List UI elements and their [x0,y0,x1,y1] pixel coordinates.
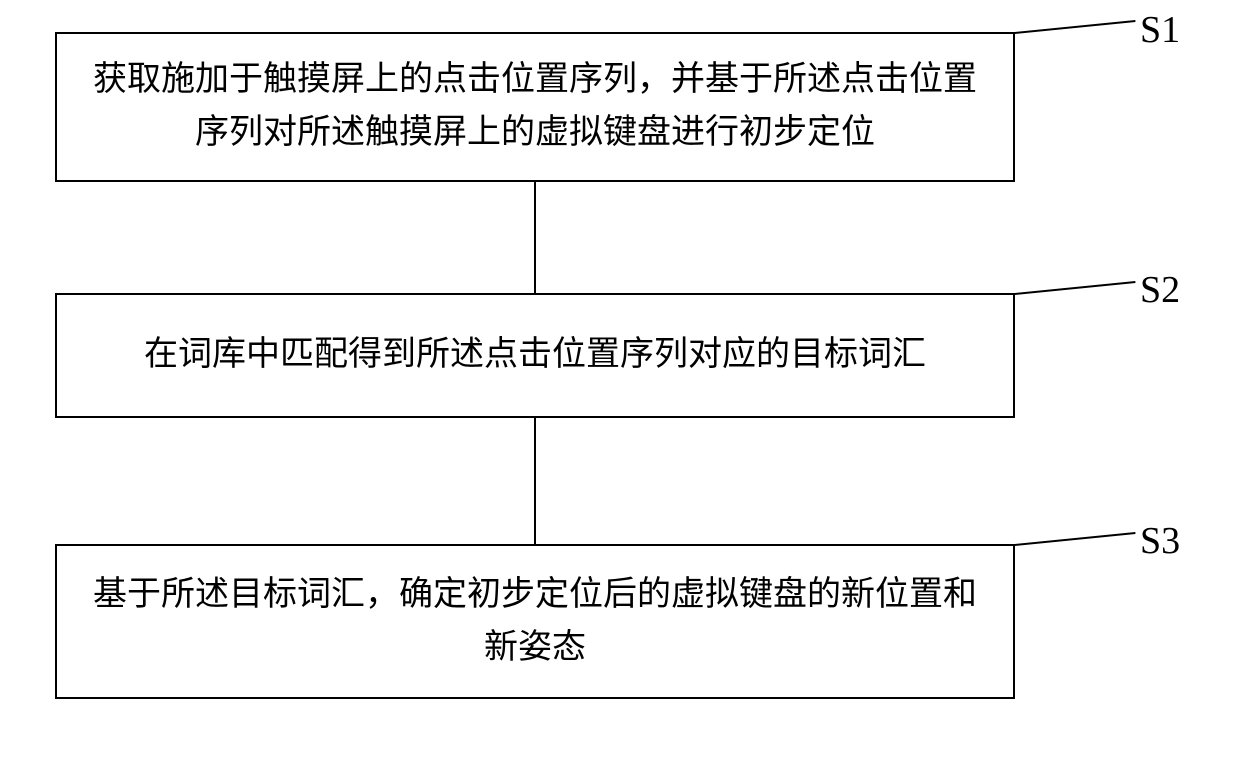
step-box-s2: 在词库中匹配得到所述点击位置序列对应的目标词汇 [55,293,1015,418]
step-label-s3: S3 [1140,519,1180,563]
step-text-s3: 基于所述目标词汇，确定初步定位后的虚拟键盘的新位置和新姿态 [85,569,985,674]
flowchart-container: 获取施加于触摸屏上的点击位置序列，并基于所述点击位置序列对所述触摸屏上的虚拟键盘… [0,0,1240,779]
step-text-s1: 获取施加于触摸屏上的点击位置序列，并基于所述点击位置序列对所述触摸屏上的虚拟键盘… [85,54,985,159]
connector-s1-s2 [534,182,537,293]
step-label-s2: S2 [1140,268,1180,312]
step-box-s3: 基于所述目标词汇，确定初步定位后的虚拟键盘的新位置和新姿态 [55,544,1015,699]
step-box-s1: 获取施加于触摸屏上的点击位置序列，并基于所述点击位置序列对所述触摸屏上的虚拟键盘… [55,32,1015,182]
step-label-s1: S1 [1140,8,1180,52]
leader-line-s2 [1015,281,1135,295]
leader-line-s3 [1015,532,1135,546]
step-text-s2: 在词库中匹配得到所述点击位置序列对应的目标词汇 [144,329,926,382]
leader-line-s1 [1015,20,1135,34]
connector-s2-s3 [534,418,537,544]
